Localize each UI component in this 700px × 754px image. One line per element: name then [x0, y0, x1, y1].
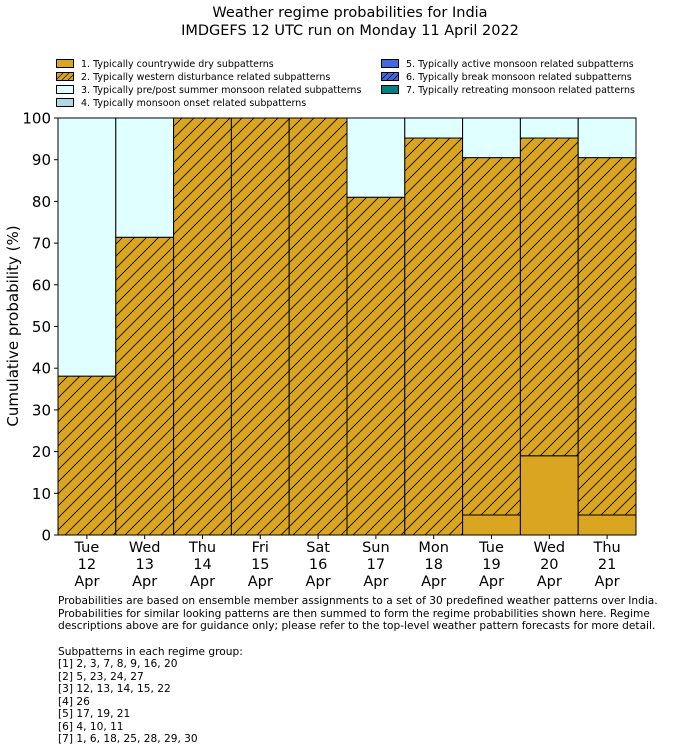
x-tick-label: Apr — [190, 574, 215, 590]
x-tick-label: Apr — [595, 574, 620, 590]
groups-heading: Subpatterns in each regime group: — [58, 645, 243, 658]
x-tick-label: Apr — [479, 574, 504, 590]
bar-segment-10-series-3 — [577, 117, 637, 159]
x-tick-label: 18 — [424, 557, 442, 573]
x-tick-label: Thu — [592, 540, 620, 556]
x-tick-label: 20 — [540, 557, 558, 573]
chart-title-block: Weather regime probabilities for India I… — [0, 4, 700, 40]
legend-swatch — [56, 59, 74, 68]
legend-swatch — [56, 98, 74, 107]
y-tick-label: 20 — [32, 443, 51, 461]
y-tick-label: 40 — [32, 360, 51, 378]
footnote-line: Probabilities are based on ensemble memb… — [58, 595, 658, 607]
group-row: [2] 5, 23, 24, 27 — [58, 670, 144, 683]
bar-segment-5-series-2 — [288, 117, 348, 536]
bar-segment-10-series-2 — [577, 157, 637, 516]
bar-segment-10-series-1 — [577, 514, 637, 536]
group-row: [3] 12, 13, 14, 15, 22 — [58, 683, 171, 695]
legend-label: 6. Typically break monsoon related subpa… — [406, 72, 632, 83]
x-tick-label: Wed — [533, 540, 565, 556]
legend-swatch — [381, 85, 399, 94]
bar-segment-9-series-2 — [519, 137, 579, 457]
x-tick-label: 17 — [367, 557, 385, 573]
legend-label: 7. Typically retreating monsoon related … — [406, 85, 635, 96]
chart-subtitle: IMDGEFS 12 UTC run on Monday 11 April 20… — [181, 23, 519, 39]
x-tick-label: Apr — [363, 574, 388, 590]
bar-segment-6-series-2 — [346, 196, 406, 536]
x-tick-label: Apr — [306, 574, 331, 590]
chart: 0102030405060708090100Tue12AprWed13AprTh… — [4, 110, 637, 590]
bar-segment-2-series-2 — [115, 236, 175, 536]
y-tick-label: 90 — [32, 151, 51, 169]
group-row: [7] 1, 6, 18, 25, 28, 29, 30 — [58, 733, 198, 745]
group-row: [1] 2, 3, 7, 8, 9, 16, 20 — [58, 658, 178, 670]
bar-segment-8-series-3 — [462, 117, 521, 159]
x-tick-label: 14 — [193, 557, 211, 573]
footnote: Probabilities are based on ensemble memb… — [58, 595, 678, 746]
legend-swatch — [381, 59, 399, 68]
bar-segment-3-series-2 — [173, 117, 232, 536]
footnote-description: Probabilities are based on ensemble memb… — [58, 595, 678, 633]
y-tick-label: 30 — [32, 401, 51, 419]
axes: 0102030405060708090100Tue12AprWed13AprTh… — [22, 110, 637, 590]
group-list: [1] 2, 3, 7, 8, 9, 16, 20 [2] 5, 23, 24, … — [58, 658, 678, 746]
x-tick-label: 21 — [598, 557, 616, 573]
y-tick-label: 80 — [32, 193, 51, 211]
x-tick-label: Apr — [421, 574, 446, 590]
y-tick-label: 60 — [32, 276, 51, 294]
subpattern-groups: Subpatterns in each regime group: [1] 2,… — [58, 646, 678, 746]
y-tick-label: 50 — [32, 318, 51, 336]
legend-label: 1. Typically countrywide dry subpatterns — [81, 59, 274, 70]
legend-label: 2. Typically western disturbance related… — [81, 72, 331, 83]
legend-label: 5. Typically active monsoon related subp… — [406, 59, 634, 70]
bar-segment-7-series-2 — [404, 137, 464, 536]
x-tick-label: 12 — [78, 557, 96, 573]
x-tick-label: Sun — [362, 540, 390, 556]
x-tick-label: Sat — [306, 540, 330, 556]
bar-segment-2-series-3 — [115, 117, 175, 238]
x-tick-label: Apr — [132, 574, 157, 590]
bar-segment-8-series-2 — [462, 157, 521, 516]
x-tick-label: Apr — [74, 574, 99, 590]
chart-title: Weather regime probabilities for India — [212, 5, 488, 21]
x-tick-label: 15 — [251, 557, 269, 573]
y-tick-label: 10 — [32, 485, 51, 503]
x-tick-label: 13 — [135, 557, 153, 573]
legend-swatch — [381, 72, 399, 81]
legend-label: 4. Typically monsoon onset related subpa… — [81, 98, 307, 109]
x-tick-label: Apr — [248, 574, 273, 590]
legend-label: 3. Typically pre/post summer monsoon rel… — [81, 85, 362, 96]
bar-segment-8-series-1 — [462, 514, 521, 536]
group-row: [5] 17, 19, 21 — [58, 708, 131, 720]
bar-segment-6-series-3 — [346, 117, 406, 198]
legend-swatch — [56, 72, 74, 81]
group-row: [6] 4, 10, 11 — [58, 720, 124, 733]
x-tick-label: Apr — [537, 574, 562, 590]
footnote-line: Probabilities for similar looking patter… — [58, 607, 650, 620]
x-tick-label: Wed — [129, 540, 161, 556]
x-tick-label: Tue — [478, 540, 504, 556]
x-tick-label: Tue — [74, 540, 100, 556]
y-tick-label: 0 — [41, 527, 51, 545]
x-tick-label: Thu — [188, 540, 216, 556]
bar-segment-1-series-3 — [57, 117, 117, 377]
bar-segment-7-series-3 — [404, 117, 464, 139]
legend: 1. Typically countrywide dry subpatterns… — [56, 58, 656, 110]
y-tick-label: 100 — [22, 110, 51, 128]
y-axis-label: Cumulative probability (%) — [4, 225, 22, 426]
legend-swatch — [56, 85, 74, 94]
bar-segment-4-series-2 — [230, 117, 290, 536]
bar-segment-9-series-3 — [519, 117, 579, 139]
x-tick-label: 16 — [309, 557, 327, 573]
bar-segment-1-series-2 — [57, 375, 117, 536]
bar-segment-9-series-1 — [519, 455, 579, 536]
x-tick-label: Mon — [418, 540, 449, 556]
group-row: [4] 26 — [58, 695, 90, 708]
bars — [57, 117, 637, 536]
y-tick-label: 70 — [32, 235, 51, 253]
x-tick-label: Fri — [252, 540, 269, 556]
x-tick-label: 19 — [482, 557, 500, 573]
footnote-line: descriptions above are for guidance only… — [58, 620, 656, 632]
